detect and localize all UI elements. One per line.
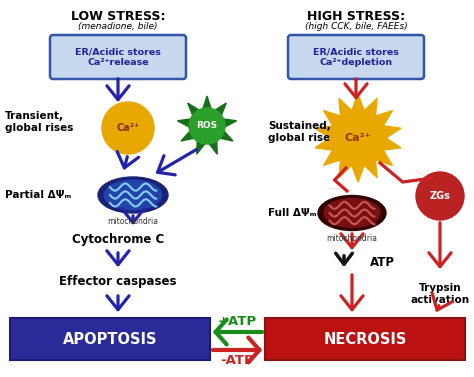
Circle shape xyxy=(102,102,154,154)
Ellipse shape xyxy=(324,199,380,227)
Text: LOW STRESS:: LOW STRESS: xyxy=(71,10,165,23)
Text: Effector caspases: Effector caspases xyxy=(59,276,177,288)
Text: mitochondria: mitochondria xyxy=(108,217,158,226)
Text: Ca²⁺: Ca²⁺ xyxy=(345,133,371,143)
FancyBboxPatch shape xyxy=(50,35,186,79)
Text: Cytochrome C: Cytochrome C xyxy=(72,233,164,247)
Text: ER/Acidic stores
Ca²⁺depletion: ER/Acidic stores Ca²⁺depletion xyxy=(313,47,399,67)
Text: HIGH STRESS:: HIGH STRESS: xyxy=(307,10,405,23)
Text: NECROSIS: NECROSIS xyxy=(323,331,407,346)
Text: (menadione, bile): (menadione, bile) xyxy=(78,22,158,31)
Ellipse shape xyxy=(98,177,168,213)
FancyBboxPatch shape xyxy=(288,35,424,79)
FancyBboxPatch shape xyxy=(10,318,210,360)
Ellipse shape xyxy=(318,196,386,230)
FancyBboxPatch shape xyxy=(265,318,465,360)
Text: Trypsin
activation: Trypsin activation xyxy=(410,283,470,305)
Ellipse shape xyxy=(104,180,162,210)
Text: Sustained,
global rises: Sustained, global rises xyxy=(268,121,337,143)
Text: Full ΔΨₘ: Full ΔΨₘ xyxy=(268,208,317,218)
Text: Transient,
global rises: Transient, global rises xyxy=(5,111,73,133)
Text: ATP: ATP xyxy=(370,256,395,270)
Text: (high CCK, bile, FAEEs): (high CCK, bile, FAEEs) xyxy=(305,22,407,31)
Polygon shape xyxy=(177,96,237,154)
Text: mitochondria: mitochondria xyxy=(327,234,377,243)
Text: APOPTOSIS: APOPTOSIS xyxy=(63,331,157,346)
Text: Partial ΔΨₘ: Partial ΔΨₘ xyxy=(5,190,71,200)
Circle shape xyxy=(416,172,464,220)
Text: -ATP: -ATP xyxy=(220,354,255,367)
Text: +ATP: +ATP xyxy=(218,315,257,328)
Text: Ca²⁺: Ca²⁺ xyxy=(117,123,140,133)
Text: ER/Acidic stores
Ca²⁺release: ER/Acidic stores Ca²⁺release xyxy=(75,47,161,67)
Circle shape xyxy=(189,108,225,144)
Text: ROS: ROS xyxy=(196,121,218,130)
Text: ZGs: ZGs xyxy=(429,191,450,201)
Polygon shape xyxy=(315,94,401,182)
Circle shape xyxy=(330,110,386,166)
